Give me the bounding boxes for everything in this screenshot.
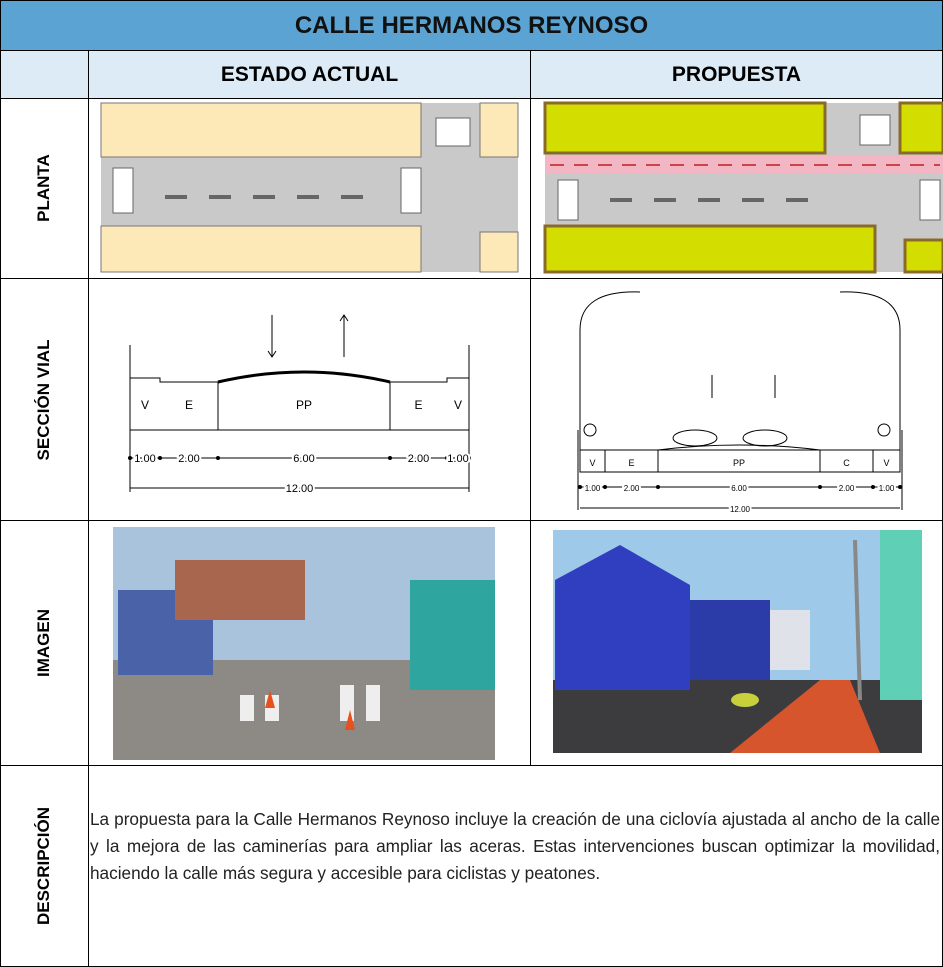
dimension-label: 1.00 bbox=[134, 453, 155, 465]
title: CALLE HERMANOS REYNOSO bbox=[0, 0, 943, 51]
dimension-label: 6.00 bbox=[293, 453, 314, 465]
zone-label: V bbox=[883, 458, 889, 468]
dimension-tick bbox=[656, 485, 660, 489]
dimension-total: 12.00 bbox=[730, 505, 751, 514]
dimension-total: 12.00 bbox=[286, 483, 314, 495]
dimension-tick bbox=[445, 456, 449, 460]
zone-label: V bbox=[141, 398, 149, 412]
photo-proposal bbox=[553, 530, 922, 753]
dimension-tick bbox=[603, 485, 607, 489]
zone-label: E bbox=[628, 458, 634, 468]
zone-label: C bbox=[843, 458, 850, 468]
zone-label: V bbox=[454, 398, 462, 412]
dimension-tick bbox=[388, 456, 392, 460]
dimension-tick bbox=[578, 485, 582, 489]
zone-label: V bbox=[589, 458, 595, 468]
description: La propuesta para la Calle Hermanos Reyn… bbox=[90, 809, 940, 883]
dimension-tick bbox=[158, 456, 162, 460]
zone-label: PP bbox=[733, 458, 745, 468]
zone-label: PP bbox=[296, 398, 312, 412]
plan-proposal bbox=[543, 101, 943, 274]
dimension-tick bbox=[871, 485, 875, 489]
plan-current bbox=[100, 102, 519, 273]
dimension-label: 2.00 bbox=[624, 484, 640, 493]
section-current-drawing bbox=[129, 314, 470, 492]
dimension-tick bbox=[467, 456, 471, 460]
column-header: ESTADO ACTUAL bbox=[88, 50, 531, 99]
dimension-label: 6.00 bbox=[731, 484, 747, 493]
dimension-label: 2.00 bbox=[408, 453, 429, 465]
dimension-label: 1.00 bbox=[585, 484, 601, 493]
dimension-label: 1.00 bbox=[447, 453, 468, 465]
dimension-tick bbox=[818, 485, 822, 489]
photo-current bbox=[113, 527, 495, 760]
zone-label: E bbox=[185, 398, 193, 412]
dimension-tick bbox=[128, 456, 132, 460]
dimension-label: 2.00 bbox=[839, 484, 855, 493]
section-proposal-drawing bbox=[577, 291, 903, 510]
dimension-tick bbox=[216, 456, 220, 460]
dimension-label: 2.00 bbox=[178, 453, 199, 465]
dimension-tick bbox=[898, 485, 902, 489]
zone-label: E bbox=[414, 398, 422, 412]
dimension-label: 1.00 bbox=[879, 484, 895, 493]
